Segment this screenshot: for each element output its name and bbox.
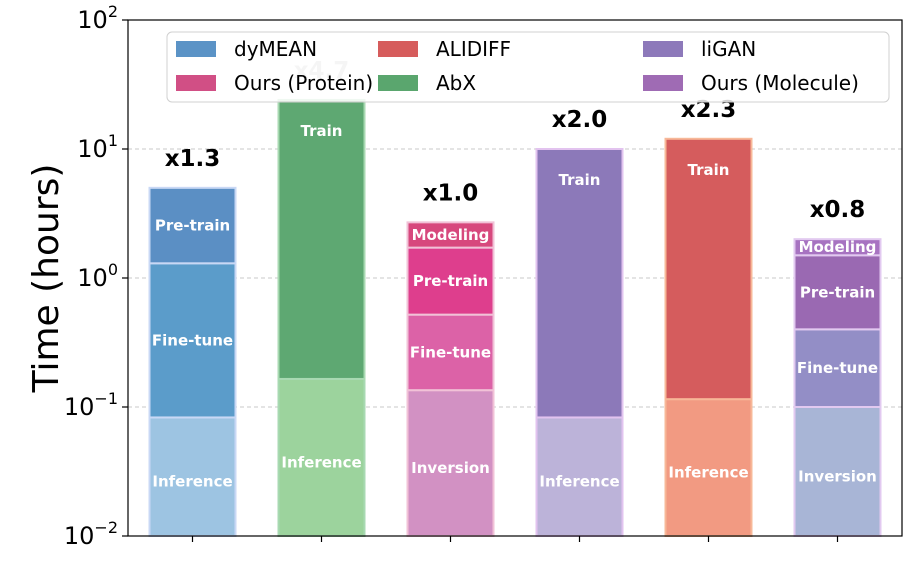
bar-segment bbox=[793, 406, 882, 537]
y-tick-label-base: 10 bbox=[64, 393, 95, 421]
bar-labels: Inference Fine-tune Pre-train x1.3 Inference… bbox=[152, 58, 878, 491]
y-axis-label: Time (hours) bbox=[26, 164, 67, 394]
y-tick-label-exponent: −1 bbox=[94, 389, 118, 408]
speedup-label: x1.3 bbox=[165, 146, 221, 172]
segment-label: Inversion bbox=[798, 468, 877, 486]
bar-segment bbox=[406, 389, 495, 537]
segment-label: Inference bbox=[668, 464, 748, 482]
segment-label: Inference bbox=[539, 473, 619, 491]
legend-swatch bbox=[378, 41, 418, 57]
bar-segment bbox=[793, 238, 882, 257]
y-tick-label-exponent: 0 bbox=[108, 260, 118, 279]
legend-swatch bbox=[378, 75, 418, 91]
y-tick-label-base: 10 bbox=[64, 522, 95, 550]
legend-label: AbX bbox=[436, 71, 476, 95]
segment-label: Pre-train bbox=[413, 272, 488, 290]
y-tick-label-exponent: −2 bbox=[94, 518, 118, 537]
segment-label: Fine-tune bbox=[152, 331, 233, 349]
segment-label: Fine-tune bbox=[797, 359, 878, 377]
legend-label: ALIDIFF bbox=[436, 37, 511, 61]
legend: dyMEAN Ours (Protein) ALIDIFF AbX liGAN Ours … bbox=[166, 31, 890, 103]
legend-swatch bbox=[643, 75, 683, 91]
bar-segment bbox=[535, 148, 624, 419]
legend-label: liGAN bbox=[701, 37, 756, 61]
speedup-label: x2.0 bbox=[552, 107, 608, 133]
segment-label: Train bbox=[688, 161, 730, 179]
segment-label: Inference bbox=[152, 473, 232, 491]
legend-swatch bbox=[176, 75, 216, 91]
y-tick-label: 102 bbox=[77, 2, 118, 34]
y-tick-label: 100 bbox=[77, 260, 118, 292]
segment-label: Train bbox=[301, 122, 343, 140]
y-tick-label-exponent: 1 bbox=[108, 131, 118, 150]
segment-label: Inversion bbox=[411, 459, 490, 477]
legend-box bbox=[166, 31, 890, 103]
bar-segment bbox=[148, 186, 237, 265]
y-tick-label: 10−1 bbox=[64, 389, 118, 421]
legend-label: Ours (Molecule) bbox=[701, 71, 859, 95]
bar-segment bbox=[406, 221, 495, 249]
bar-segment bbox=[793, 328, 882, 408]
segment-label: Modeling bbox=[799, 238, 877, 256]
speedup-label: x1.0 bbox=[423, 180, 479, 206]
legend-label: Ours (Protein) bbox=[234, 71, 373, 95]
speedup-label: x0.8 bbox=[810, 197, 866, 223]
bar-segment bbox=[406, 246, 495, 316]
bars bbox=[148, 98, 882, 538]
legend-label: dyMEAN bbox=[234, 37, 317, 61]
y-tick-label-base: 10 bbox=[77, 135, 108, 163]
segment-label: Pre-train bbox=[155, 217, 230, 235]
segment-label: Train bbox=[559, 171, 601, 189]
gridlines bbox=[128, 148, 902, 408]
y-tick-label: 10−2 bbox=[64, 518, 118, 550]
bar-segment bbox=[535, 416, 624, 538]
y-tick-label-exponent: 2 bbox=[108, 2, 118, 21]
bar-segment bbox=[664, 137, 753, 401]
bar-segment bbox=[148, 262, 237, 419]
segment-label: Pre-train bbox=[800, 283, 875, 301]
segment-label: Inference bbox=[281, 453, 361, 471]
bar-segment bbox=[277, 98, 366, 380]
bar-segment bbox=[793, 254, 882, 331]
y-tick-label: 101 bbox=[77, 131, 118, 163]
legend-swatch bbox=[176, 41, 216, 57]
segment-label: Modeling bbox=[412, 226, 490, 244]
bar-segment bbox=[406, 313, 495, 392]
segment-label: Fine-tune bbox=[410, 343, 491, 361]
y-tick-label-base: 10 bbox=[77, 6, 108, 34]
legend-swatch bbox=[643, 41, 683, 57]
y-tick-label-base: 10 bbox=[77, 264, 108, 292]
